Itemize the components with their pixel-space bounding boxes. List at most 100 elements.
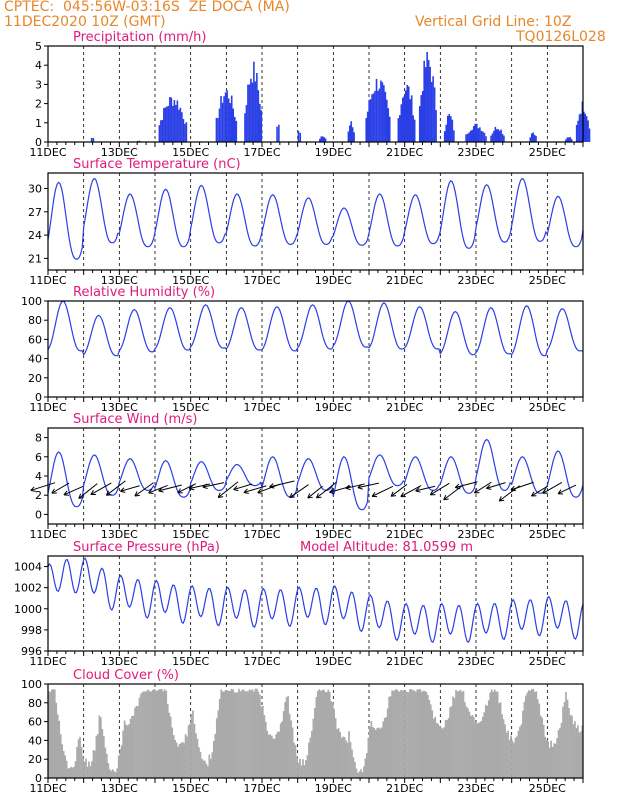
wind-vector-head (357, 484, 363, 489)
cloud-bar (474, 722, 477, 778)
cloud-bar (269, 734, 272, 778)
precip-bar (320, 136, 323, 142)
y-tick-label: 100 (21, 678, 42, 691)
precip-bar (381, 82, 384, 142)
cloud-bar (174, 739, 177, 778)
cloud-bar (337, 728, 340, 778)
cloud-bar (385, 717, 388, 778)
wind-vector-head (218, 496, 224, 498)
wind-vector-head (233, 485, 238, 490)
cloud-bar (218, 698, 221, 778)
cloud-bar (459, 689, 462, 778)
cloud-bar (574, 721, 576, 778)
wind-vector-head (257, 492, 263, 494)
precip-bar (387, 108, 390, 142)
y-tick-label: 20 (28, 753, 42, 766)
cloud-bar (74, 761, 77, 778)
wind-vector (148, 484, 168, 494)
cloud-bar (542, 724, 545, 778)
wind-vector (106, 480, 126, 496)
cloud-bar (376, 727, 379, 778)
x-tick-label: 23DEC (457, 401, 494, 414)
cloud-bar (428, 699, 431, 778)
cloud-bar (541, 717, 544, 778)
wind-vector (542, 481, 563, 494)
cloud-bar (309, 737, 312, 778)
cloud-bar (129, 718, 132, 778)
cloud-bar (461, 691, 463, 778)
cloud-bar (187, 725, 190, 778)
y-tick-label: 1004 (14, 561, 42, 574)
y-tick-label: 6 (35, 451, 42, 464)
x-tick-label: 21DEC (386, 401, 423, 414)
wind-vector-head (443, 494, 447, 500)
cloud-bar (287, 696, 289, 778)
cloud-bar (441, 728, 444, 778)
cloud-bar (233, 692, 236, 778)
precip-bar (161, 119, 164, 142)
wind-vector-head (289, 492, 293, 498)
precip-bar (92, 137, 95, 142)
x-tick-label: 19DEC (315, 655, 352, 668)
cloud-bar (143, 691, 145, 778)
x-tick-label: 21DEC (386, 655, 423, 668)
cloud-bar (147, 689, 150, 778)
cloud-bar (279, 723, 282, 778)
cloud-bar (519, 726, 521, 778)
precip-bar (179, 107, 182, 142)
cloud-bar (150, 691, 153, 778)
cloud-bar (487, 700, 490, 778)
precip-bar (158, 125, 161, 142)
cloud-bar (302, 759, 304, 778)
cloud-bar (377, 727, 380, 778)
precip-bar (533, 134, 536, 142)
cloud-bar (48, 691, 50, 778)
station-header: CPTEC: 045:56W-03:16S ZE DOCA (MA) (4, 0, 290, 15)
cloud-bar (149, 691, 151, 778)
wind-vector (443, 484, 464, 501)
cloud-bar (229, 690, 231, 778)
y-tick-label: 3 (35, 78, 42, 91)
cloud-bar (379, 728, 382, 778)
cloud-bar (217, 710, 220, 778)
precip-bar (248, 84, 251, 142)
precip-bar (407, 86, 410, 142)
wind-vector (63, 485, 84, 496)
cloud-bar (327, 689, 330, 778)
cloud-bar (272, 738, 275, 778)
cloud-bar (577, 725, 579, 778)
cloud-bar (207, 766, 209, 778)
cloud-bar (562, 706, 564, 778)
precip-bar (138, 140, 141, 142)
precip-bar (369, 99, 372, 142)
cloud-bar (315, 697, 318, 778)
precip-bar (485, 136, 487, 142)
panel-title: Cloud Cover (%) (73, 668, 179, 683)
cloud-bar (244, 691, 246, 778)
wind-vector-head (289, 496, 295, 499)
cloud-bar (364, 758, 367, 778)
precip-bar (423, 60, 425, 142)
cloud-bar (67, 768, 70, 778)
wind-vector (134, 482, 154, 497)
wind-vector-head (415, 490, 421, 493)
wind-vector (371, 485, 394, 497)
cloud-bar (425, 691, 428, 778)
cloud-bar (431, 710, 434, 778)
precip-bar (500, 129, 502, 142)
precip-bar (477, 128, 480, 142)
y-tick-label: 40 (28, 353, 42, 366)
cloud-bar (221, 691, 224, 778)
x-tick-label: 19DEC (315, 528, 352, 541)
cloud-bar (198, 747, 200, 778)
precip-bar (378, 88, 381, 142)
x-tick-label: 21DEC (386, 274, 423, 287)
cloud-bar (71, 767, 74, 778)
wind-vector-head (189, 488, 195, 491)
precip-bar (400, 104, 403, 142)
cloud-bar (342, 736, 344, 778)
x-tick-label: 25DEC (529, 401, 566, 414)
wind-vector (430, 482, 450, 496)
cloud-bar (58, 720, 61, 778)
cloud-bar (152, 689, 154, 778)
